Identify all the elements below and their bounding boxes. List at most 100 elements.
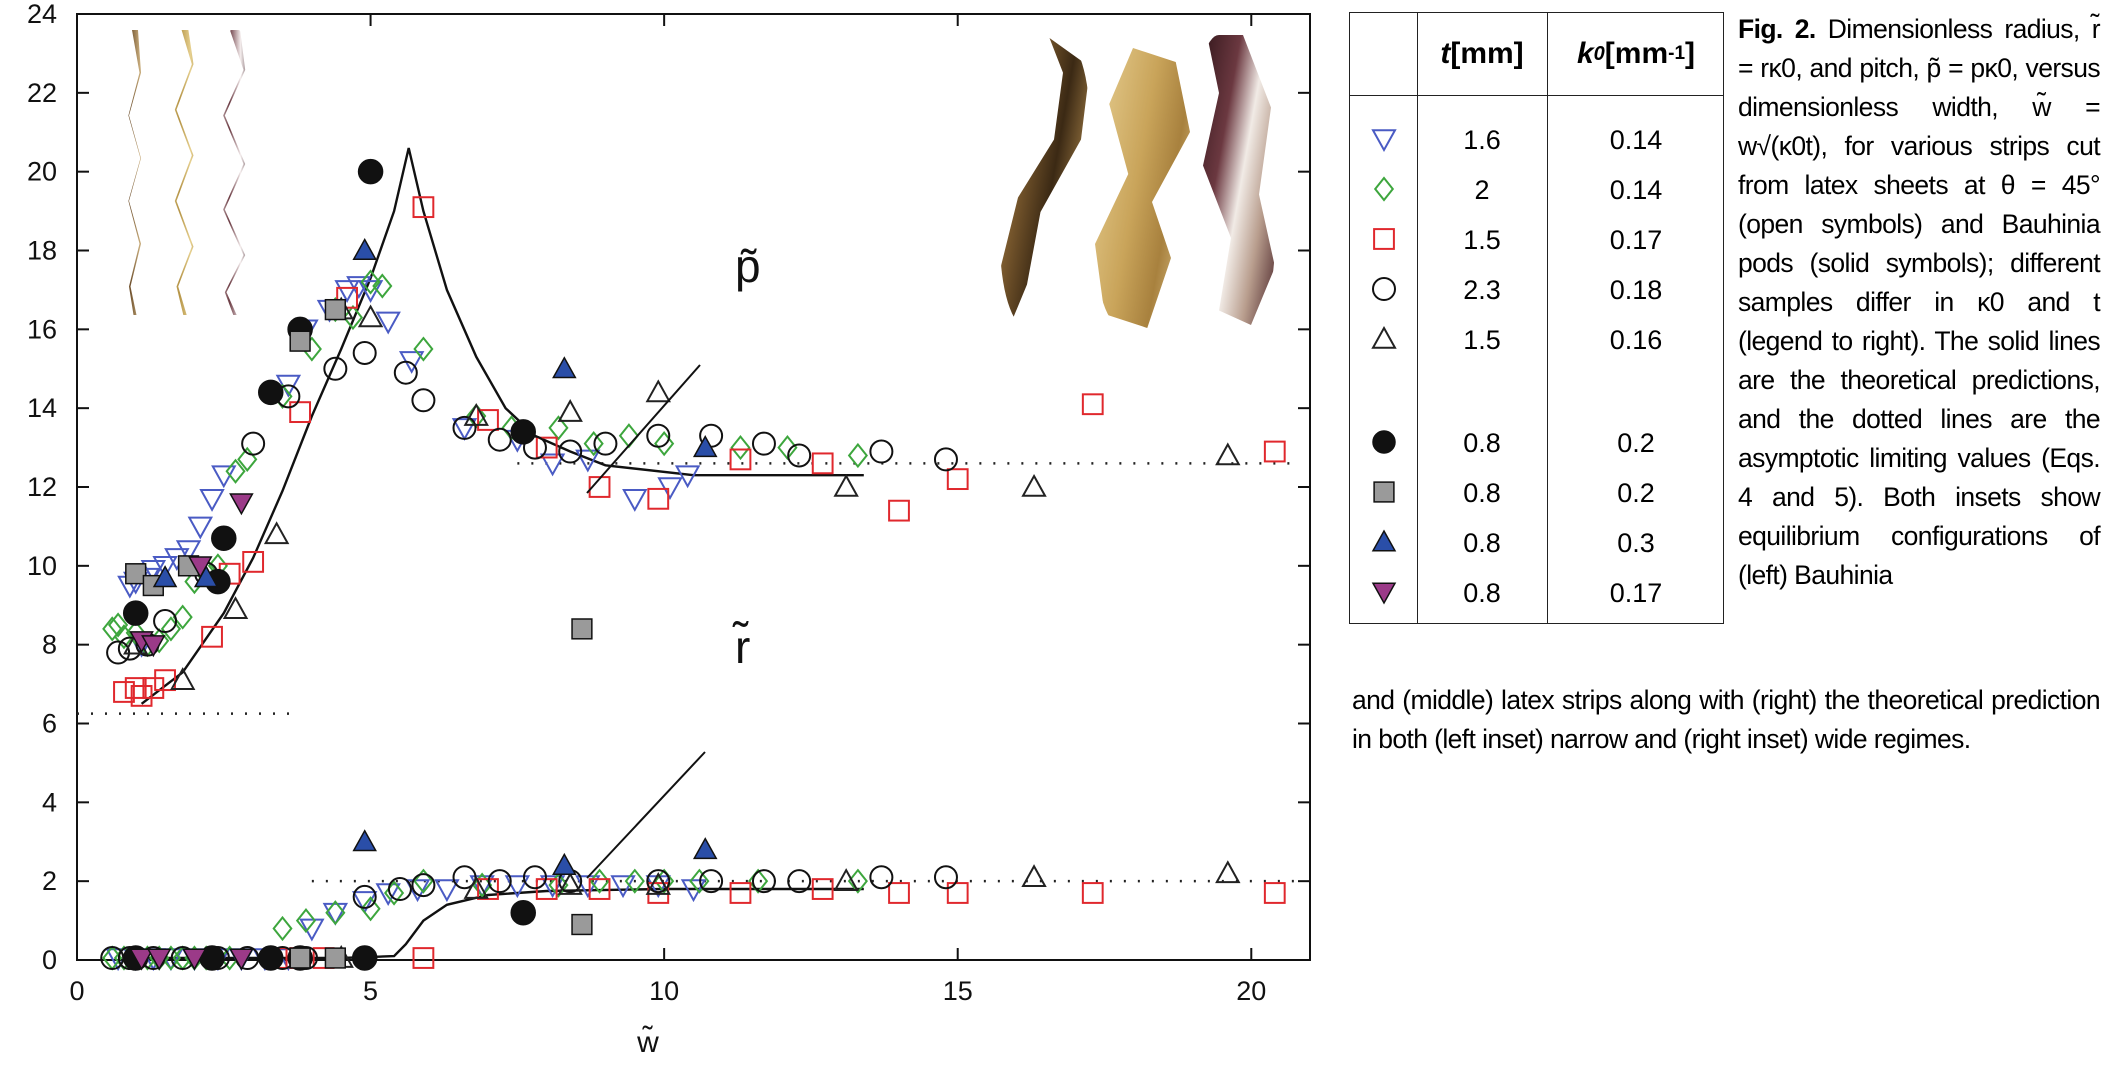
data-point	[360, 896, 381, 922]
series-group	[105, 276, 707, 972]
data-point	[571, 618, 593, 640]
data-point	[548, 415, 569, 441]
data-point	[811, 878, 834, 900]
data-point	[229, 948, 254, 971]
legend-symbol-cell	[1358, 215, 1418, 265]
legend-header-t-symbol: t	[1440, 37, 1451, 70]
data-point	[522, 865, 547, 890]
data-point	[153, 609, 178, 634]
x-tick-label: 0	[69, 976, 84, 1006]
legend-header-k-sub: 0	[1593, 42, 1605, 65]
data-point	[357, 158, 384, 185]
legend-marker	[1371, 129, 1397, 153]
legend-k-value: 0.16	[1609, 324, 1663, 355]
legend-k-value: 0.2	[1617, 477, 1655, 508]
series-group	[152, 237, 718, 875]
data-point	[187, 516, 213, 540]
data-point	[552, 852, 577, 875]
data-point	[622, 489, 648, 512]
data-point	[272, 915, 293, 942]
data-point	[539, 453, 566, 477]
y-tick-label: 12	[27, 472, 57, 502]
data-point	[748, 868, 769, 894]
data-point	[352, 237, 377, 261]
theory-wide-render	[1203, 35, 1275, 325]
data-point	[787, 443, 812, 468]
legend-k-value: 0.17	[1609, 224, 1663, 255]
data-point	[933, 865, 958, 890]
x-axis-label: w̃	[636, 1026, 659, 1059]
x-tick-label: 20	[1236, 976, 1266, 1006]
legend-marker	[1371, 529, 1397, 552]
data-point	[237, 446, 258, 473]
data-point	[583, 431, 604, 457]
figure-caption-top: Fig. 2. Dimensionless radius, r̃ = rκ0, …	[1738, 10, 2101, 595]
data-point	[325, 900, 346, 926]
data-point	[692, 837, 718, 860]
y-tick-label: 14	[27, 393, 57, 423]
data-point	[130, 685, 153, 707]
data-point	[588, 476, 611, 498]
data-point	[646, 423, 671, 448]
y-tick-label: 22	[27, 78, 57, 108]
legend-marker	[1373, 228, 1395, 250]
data-point	[357, 280, 384, 303]
data-point	[152, 565, 178, 588]
data-point	[933, 447, 958, 472]
data-point	[571, 913, 593, 936]
data-point	[289, 401, 312, 424]
caption-fig-label: Fig. 2.	[1738, 14, 1816, 44]
data-point	[1263, 882, 1286, 904]
data-point	[154, 669, 176, 692]
legend-marker	[1372, 277, 1396, 301]
data-point	[654, 868, 675, 894]
data-point	[258, 379, 284, 406]
data-point	[654, 431, 675, 457]
data-point	[295, 907, 317, 934]
data-point	[411, 388, 436, 413]
data-point	[222, 596, 249, 619]
y-tick-label: 18	[27, 236, 57, 266]
series-group	[100, 340, 958, 971]
data-point	[324, 947, 346, 969]
data-point	[225, 458, 246, 484]
legend-symbol-cell	[1358, 265, 1418, 315]
data-point	[477, 409, 499, 431]
data-point	[1081, 393, 1104, 416]
data-point	[510, 899, 536, 926]
data-point	[102, 616, 123, 642]
data-point	[451, 418, 478, 441]
data-point	[729, 448, 752, 471]
data-point	[777, 434, 798, 461]
data-point	[539, 875, 566, 899]
data-point	[129, 948, 154, 971]
legend-header-k-sup: -1	[1668, 43, 1686, 64]
data-point	[375, 311, 401, 335]
caption-top-text: Dimensionless radius, r̃ = rκ0, and pitc…	[1738, 14, 2101, 590]
data-point	[1263, 440, 1286, 463]
legend-marker-icon	[1373, 228, 1395, 250]
data-point	[351, 945, 378, 971]
data-point	[787, 869, 812, 894]
data-point	[387, 877, 412, 902]
y-tick-label: 6	[42, 709, 57, 739]
data-point	[730, 434, 751, 461]
data-point	[946, 882, 969, 904]
data-point	[1021, 473, 1047, 497]
data-point	[323, 356, 348, 381]
data-point	[575, 449, 601, 473]
data-point	[888, 499, 910, 522]
legend-k-value: 0.3	[1617, 527, 1655, 558]
data-point	[352, 884, 377, 909]
data-point	[140, 559, 167, 583]
series-group	[129, 493, 254, 971]
bauhinia-strip-photo	[128, 30, 141, 315]
x-tick-label: 15	[943, 976, 973, 1006]
data-point	[610, 875, 636, 899]
data-markers	[100, 158, 1286, 972]
legend-t-value: 1.5	[1463, 324, 1501, 355]
data-point	[833, 473, 859, 497]
